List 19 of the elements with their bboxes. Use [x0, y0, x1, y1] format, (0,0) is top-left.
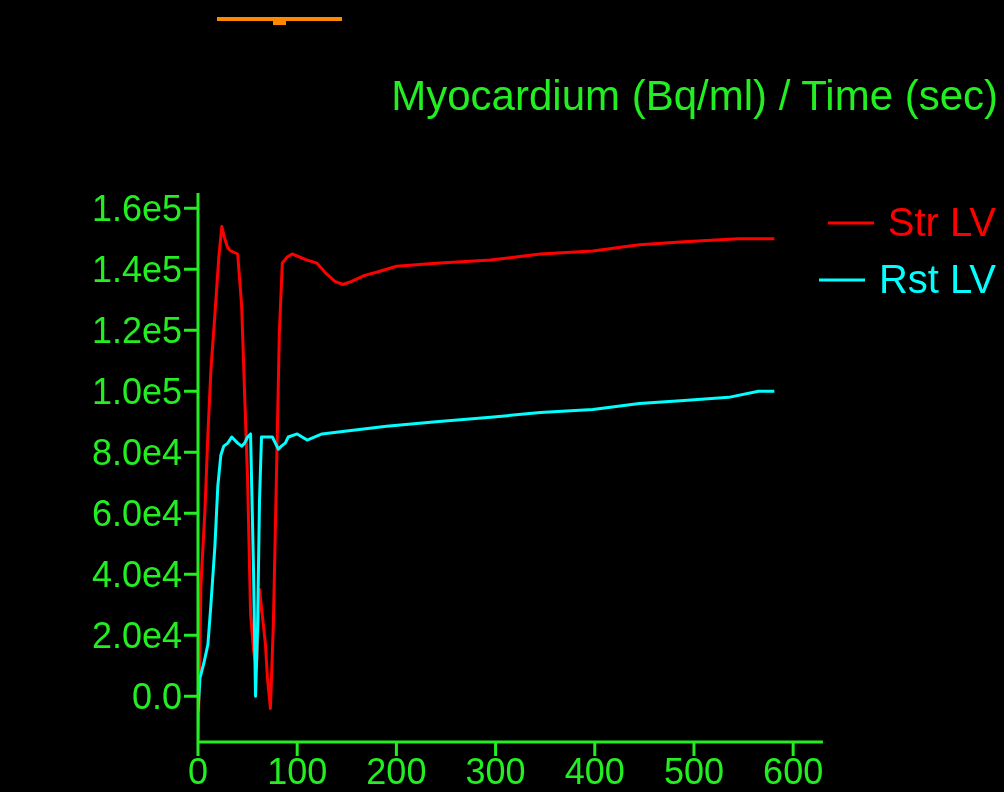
y-tick-label: 0.0 — [131, 676, 182, 718]
x-tick-label: 600 — [763, 750, 824, 792]
x-tick-label: 400 — [564, 750, 625, 792]
x-tick-label: 0 — [187, 750, 209, 792]
legend-label: Rst LV — [878, 257, 996, 302]
y-tick-label: 2.0e4 — [91, 615, 182, 657]
y-tick-label: 1.6e5 — [91, 188, 182, 230]
y-tick-label: 8.0e4 — [91, 432, 182, 474]
y-tick-label: 6.0e4 — [91, 493, 182, 535]
y-tick-label: 1.2e5 — [91, 310, 182, 352]
chart-title: Myocardium (Bq/ml) / Time (sec) — [391, 72, 998, 120]
x-tick-label: 500 — [663, 750, 725, 792]
legend-label: Str LV — [887, 200, 996, 245]
x-tick-label: 100 — [267, 750, 328, 792]
y-tick-label: 1.4e5 — [91, 249, 182, 291]
x-tick-label: 200 — [366, 750, 427, 792]
y-tick-label: 1.0e5 — [91, 371, 182, 413]
x-tick-label: 300 — [465, 750, 526, 792]
y-tick-label: 4.0e4 — [91, 554, 182, 596]
